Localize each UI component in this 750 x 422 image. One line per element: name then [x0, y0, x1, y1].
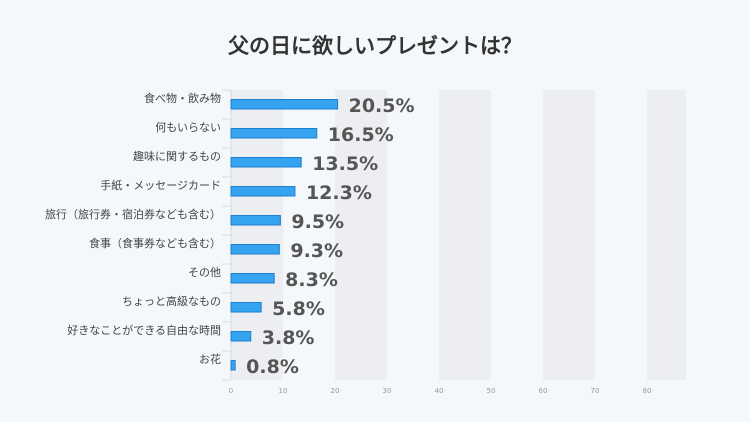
category-label: 好きなことができる自由な時間: [67, 323, 221, 337]
grid-band: [439, 90, 491, 380]
x-tick-label: 20: [331, 387, 340, 395]
x-tick-label: 10: [279, 387, 288, 395]
x-tick-label: 70: [591, 387, 600, 395]
grid-band: [335, 90, 387, 380]
grid-band: [543, 90, 595, 380]
x-tick-label: 50: [487, 387, 496, 395]
grid-band: [647, 90, 686, 380]
x-tick-label: 80: [643, 387, 652, 395]
data-label: 9.5%: [291, 211, 344, 233]
category-label: お花: [199, 353, 221, 366]
bar: [230, 331, 252, 342]
bar: [230, 302, 262, 313]
category-label: 旅行（旅行券・宿泊券なども含む）: [45, 207, 221, 221]
bar: [230, 215, 281, 226]
data-label: 5.8%: [272, 298, 325, 320]
bar: [230, 128, 318, 139]
data-label: 20.5%: [349, 95, 415, 117]
category-label: ちょっと高級なもの: [122, 294, 221, 308]
x-tick-label: 60: [539, 387, 548, 395]
data-label: 0.8%: [246, 356, 299, 378]
category-label: 何もいらない: [155, 121, 221, 134]
bar: [230, 186, 296, 197]
data-label: 16.5%: [328, 124, 394, 146]
bar: [230, 99, 339, 110]
x-tick-label: 0: [229, 387, 233, 395]
category-label: 食べ物・飲み物: [144, 91, 221, 105]
category-label: 食事（食事券なども含む）: [89, 236, 221, 250]
category-label: 手紙・メッセージカード: [100, 178, 221, 192]
data-label: 12.3%: [306, 182, 372, 204]
x-tick-label: 40: [435, 387, 444, 395]
data-label: 9.3%: [290, 240, 343, 262]
bar: [230, 273, 275, 284]
category-label: その他: [188, 266, 221, 279]
bar: [230, 157, 302, 168]
data-label: 3.8%: [262, 327, 315, 349]
bar: [230, 360, 236, 371]
chart-title: 父の日に欲しいプレゼントは？: [228, 34, 522, 58]
data-label: 13.5%: [312, 153, 378, 175]
data-label: 8.3%: [285, 269, 338, 291]
category-label: 趣味に関するもの: [133, 149, 221, 163]
x-tick-label: 30: [383, 387, 392, 395]
bar: [230, 244, 280, 255]
